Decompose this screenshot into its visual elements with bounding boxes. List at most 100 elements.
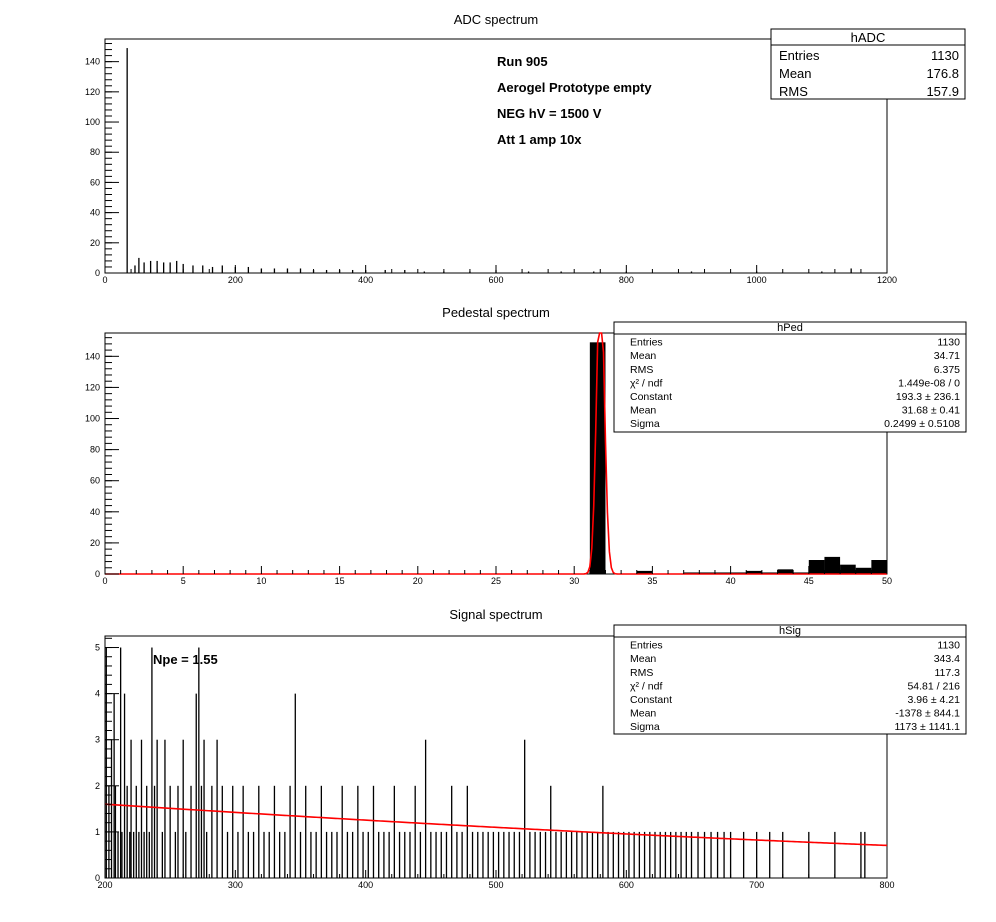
bar: [534, 831, 536, 878]
bar: [675, 831, 677, 878]
x-tick-label: 400: [358, 880, 373, 890]
bar: [593, 271, 595, 273]
bar: [824, 556, 841, 574]
bar: [550, 785, 552, 878]
bar: [299, 268, 302, 273]
stats-box-title: hPed: [777, 322, 803, 334]
bar: [638, 831, 641, 878]
bar: [252, 831, 255, 878]
x-tick-label: 30: [569, 576, 579, 586]
bar: [130, 739, 132, 878]
bar: [143, 262, 145, 273]
bar: [138, 257, 140, 273]
bar: [393, 785, 395, 878]
bar: [560, 271, 562, 273]
y-tick-label: 140: [85, 351, 100, 361]
bar: [591, 831, 594, 878]
fit-curve: [104, 803, 888, 847]
bar: [110, 739, 113, 878]
bar: [294, 693, 296, 878]
bar: [503, 831, 505, 878]
bar: [703, 831, 706, 878]
stats-box-frame: [613, 321, 967, 433]
bar: [226, 831, 229, 878]
bar: [121, 831, 123, 878]
bar: [177, 785, 179, 878]
stats-box: hADC Entries 1130 Mean 176.8 RMS 157.9: [770, 28, 966, 100]
y-tick-label: 120: [85, 87, 100, 97]
bar: [850, 268, 852, 273]
bar: [384, 269, 386, 273]
stats-value: 1130: [937, 337, 960, 349]
bar: [864, 831, 866, 878]
bar: [555, 831, 557, 878]
bar: [299, 831, 302, 878]
stats-value: 1173 ± 1141.1: [894, 721, 960, 733]
y-tick-label: 80: [90, 445, 100, 455]
bar: [341, 785, 343, 878]
bar: [357, 785, 359, 878]
stats-box-frame: [770, 28, 966, 100]
bar: [232, 785, 234, 878]
bar: [482, 831, 484, 878]
bar: [351, 831, 354, 878]
bar: [273, 785, 276, 878]
bar: [221, 265, 223, 273]
bar: [435, 831, 437, 878]
x-tick-label: 0: [102, 576, 107, 586]
stats-box: hPed Entries 1130 Mean 34.71 RMS 6.375 χ² / ndf…: [613, 321, 967, 433]
bar: [182, 263, 184, 273]
chart-title: Signal spectrum: [449, 607, 542, 622]
bar: [198, 647, 200, 878]
bar: [466, 785, 468, 878]
bar: [597, 831, 599, 878]
bar: [643, 831, 646, 878]
bar: [524, 739, 526, 878]
bar: [200, 785, 203, 878]
bar: [263, 831, 265, 878]
bars: [126, 48, 852, 274]
bar: [325, 269, 328, 273]
bar: [769, 831, 771, 878]
bar: [513, 831, 515, 878]
bar: [723, 831, 725, 878]
x-tick-label: 1000: [747, 275, 767, 285]
bar: [242, 785, 244, 878]
bar: [664, 831, 667, 878]
bar: [860, 831, 862, 878]
stats-label: Mean: [630, 405, 656, 417]
bar: [185, 831, 187, 878]
y-tick-label: 4: [95, 689, 100, 699]
bar: [409, 831, 411, 878]
y-tick-label: 40: [90, 208, 100, 218]
y-tick-label: 0: [95, 569, 100, 579]
bar: [565, 831, 568, 878]
bar: [628, 831, 630, 878]
bar: [581, 831, 583, 878]
bar: [211, 785, 213, 878]
bar: [372, 785, 375, 878]
bar: [206, 831, 208, 878]
bar: [746, 570, 762, 574]
bar: [398, 831, 401, 878]
bar: [176, 260, 178, 273]
bar: [134, 265, 136, 273]
stats-value: 176.8: [926, 66, 959, 81]
x-tick-label: 600: [488, 275, 503, 285]
bar: [756, 831, 758, 878]
bar: [268, 831, 270, 878]
x-tick-label: 15: [335, 576, 345, 586]
y-tick-label: 100: [85, 414, 100, 424]
bar: [237, 831, 239, 878]
bar: [456, 831, 458, 878]
annotation: Npe = 1.55: [153, 652, 218, 667]
bar: [151, 647, 153, 878]
bar: [414, 785, 416, 878]
bar: [487, 831, 489, 878]
bar: [126, 785, 128, 878]
bar: [544, 831, 547, 878]
stats-box-title: hSig: [779, 625, 801, 637]
bars: [105, 647, 866, 878]
bar: [440, 831, 442, 878]
